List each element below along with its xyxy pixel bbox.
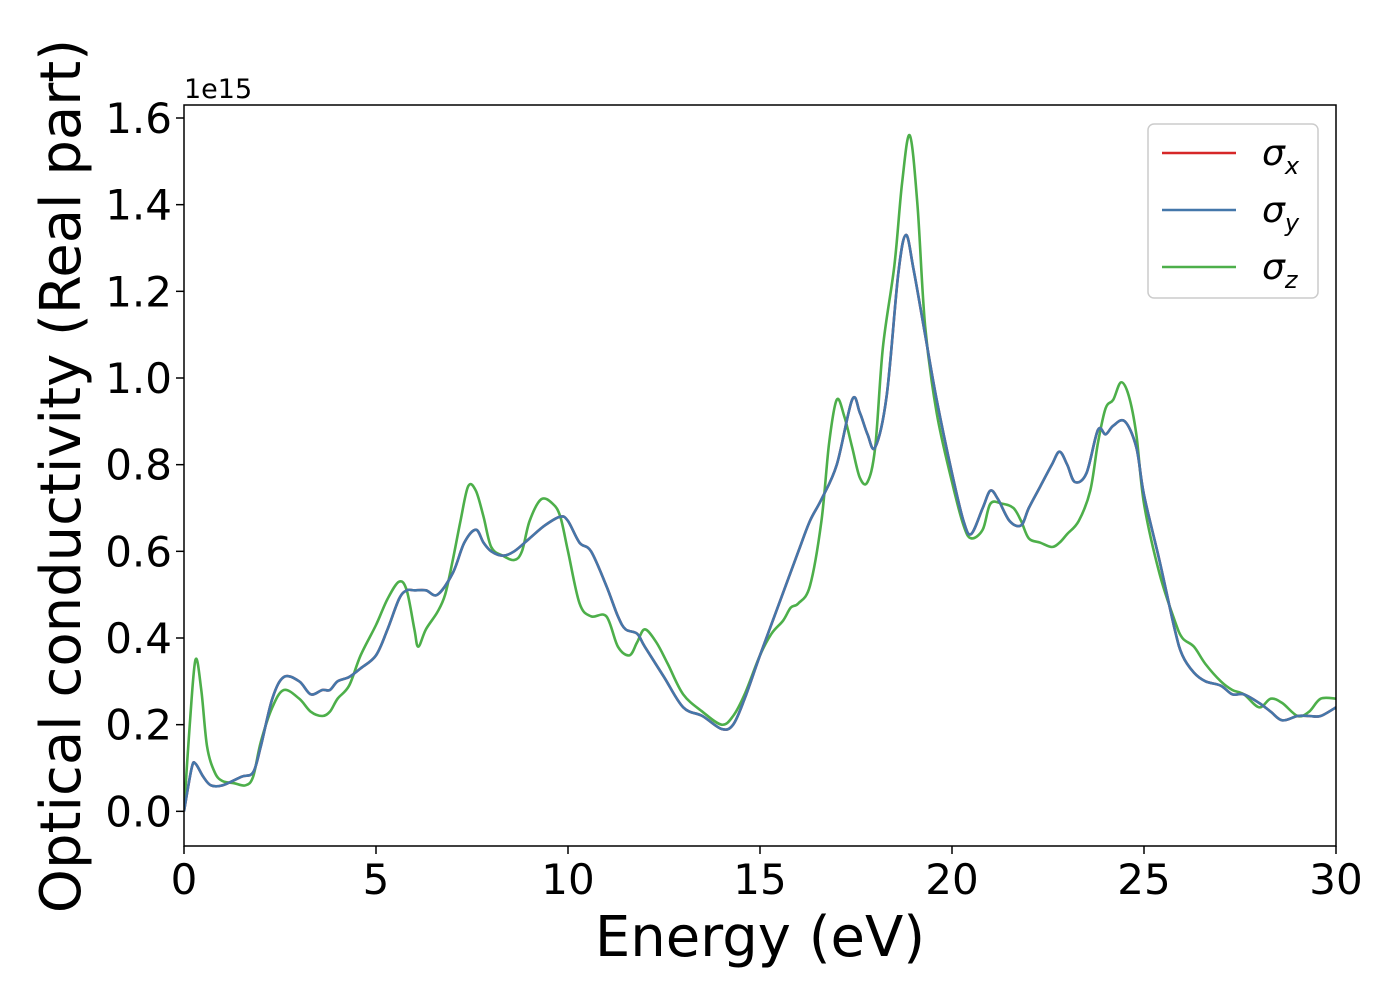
y-tick-label: 0.4 bbox=[105, 614, 172, 663]
x-axis-title: Energy (eV) bbox=[595, 905, 925, 970]
y-axis: 0.0 0.2 0.4 0.6 0.8 1.0 1.2 1.4 1.6 bbox=[105, 94, 184, 836]
y-tick-label: 0.0 bbox=[105, 787, 172, 836]
legend-label-y: σy bbox=[1262, 190, 1300, 237]
series-line-z bbox=[184, 134, 1336, 812]
legend-label-z: σz bbox=[1262, 247, 1299, 294]
legend-symbol: σ bbox=[1262, 133, 1286, 174]
x-tick-label: 30 bbox=[1309, 855, 1362, 904]
legend-subscript: x bbox=[1284, 152, 1300, 180]
legend-symbol: σ bbox=[1262, 190, 1286, 231]
y-axis-title: Optical conductivity (Real part) bbox=[29, 39, 94, 913]
y-tick-label: 0.6 bbox=[105, 527, 172, 576]
x-tick-label: 5 bbox=[363, 855, 390, 904]
legend-subscript: z bbox=[1284, 266, 1299, 294]
series-layer bbox=[184, 134, 1336, 812]
y-tick-label: 1.6 bbox=[105, 94, 172, 143]
series-line-x bbox=[184, 233, 1336, 812]
x-tick-label: 0 bbox=[171, 855, 198, 904]
legend-label-x: σx bbox=[1262, 133, 1300, 180]
y-tick-label: 1.0 bbox=[105, 354, 172, 403]
x-axis: 0 5 10 15 20 25 30 bbox=[171, 846, 1363, 904]
legend-subscript: y bbox=[1284, 209, 1300, 237]
legend-symbol: σ bbox=[1262, 247, 1286, 288]
y-tick-label: 1.2 bbox=[105, 267, 172, 316]
y-tick-label: 1.4 bbox=[105, 181, 172, 230]
x-tick-label: 25 bbox=[1117, 855, 1170, 904]
x-tick-label: 10 bbox=[541, 855, 594, 904]
y-tick-label: 0.2 bbox=[105, 701, 172, 750]
x-tick-label: 15 bbox=[733, 855, 786, 904]
x-tick-label: 20 bbox=[925, 855, 978, 904]
series-line-y bbox=[184, 233, 1336, 812]
y-tick-label: 0.8 bbox=[105, 441, 172, 490]
y-offset-label: 1e15 bbox=[184, 74, 252, 105]
